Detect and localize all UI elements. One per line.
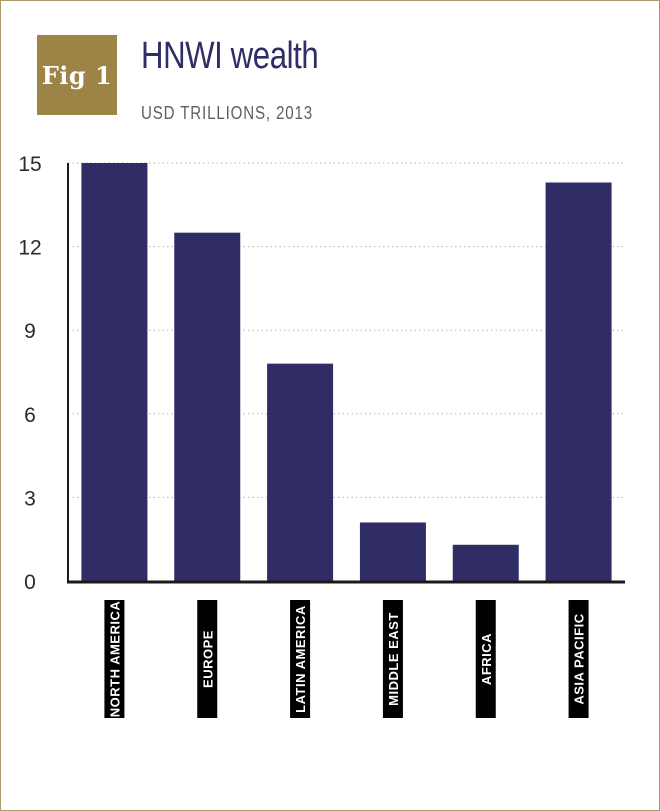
x-category-label: MIDDLE EAST <box>382 600 403 718</box>
category-label-text: LATIN AMERICA <box>293 605 308 713</box>
x-category-label: NORTH AMERICA <box>104 600 125 718</box>
bar-europe <box>174 232 241 581</box>
x-category-label: EUROPE <box>197 600 218 718</box>
y-axis: 0 3 6 9 12 15 <box>18 153 69 594</box>
y-tick-label: 0 <box>24 571 36 594</box>
bar-africa <box>452 544 519 581</box>
category-label-text: ASIA PACIFIC <box>572 613 587 704</box>
category-label-box <box>104 600 125 718</box>
x-category-label: ASIA PACIFIC <box>568 600 589 718</box>
category-label-box <box>475 600 496 718</box>
bars <box>81 163 612 582</box>
category-label-box <box>197 600 218 718</box>
figure-badge: Fig 1 <box>37 35 117 115</box>
category-label-text: EUROPE <box>200 630 215 688</box>
y-tick-label: 12 <box>18 237 41 260</box>
bar-north-america <box>81 163 148 581</box>
bar-asia-pacific <box>545 182 612 582</box>
category-label-box <box>568 600 589 718</box>
x-axis: NORTH AMERICA EUROPE LATIN AMERICA MIDDLE E… <box>67 580 625 718</box>
y-tick-label: 3 <box>24 487 36 510</box>
x-category-label: AFRICA <box>475 600 496 718</box>
y-tick-label: 6 <box>24 404 36 427</box>
y-tick-label: 15 <box>18 153 41 176</box>
chart-title: HNWI wealth <box>141 35 319 77</box>
chart-subtitle: USD TRILLIONS, 2013 <box>141 103 313 123</box>
bar-middle-east <box>359 522 426 581</box>
category-label-box <box>382 600 403 718</box>
category-label-text: NORTH AMERICA <box>107 601 122 718</box>
category-label-text: MIDDLE EAST <box>386 612 401 706</box>
y-tick-label: 9 <box>24 320 36 343</box>
grid-lines <box>68 162 625 498</box>
category-label-text: AFRICA <box>479 633 494 685</box>
bar-latin-america <box>267 363 334 581</box>
category-label-box <box>290 600 311 718</box>
x-category-label: LATIN AMERICA <box>290 600 311 718</box>
